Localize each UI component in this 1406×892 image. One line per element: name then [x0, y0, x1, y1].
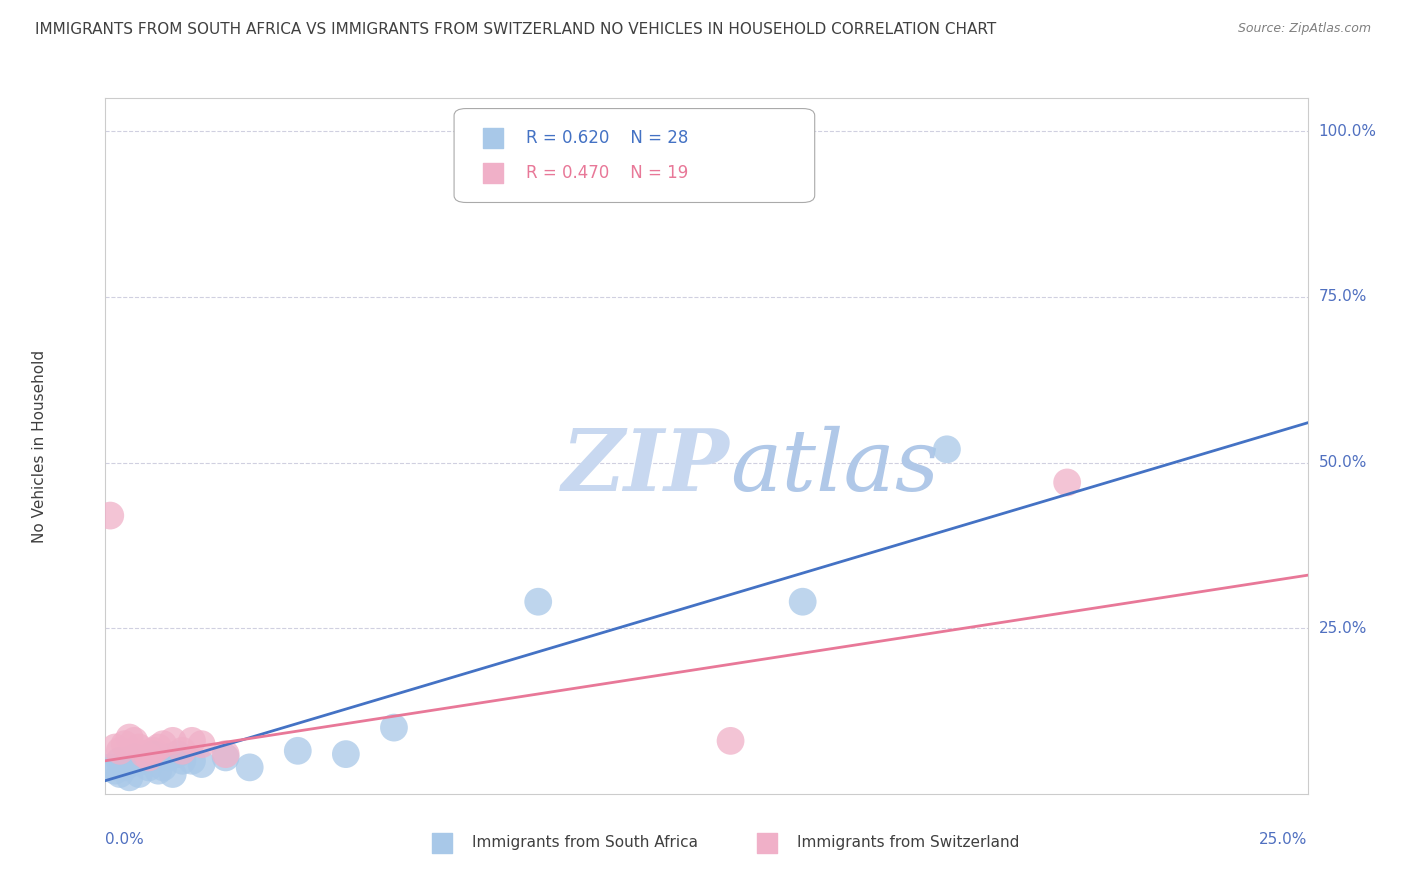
Text: atlas: atlas: [731, 425, 939, 508]
Point: [114, 737, 136, 751]
Point: [181, 734, 204, 748]
Point: [128, 767, 150, 781]
Point: [162, 734, 184, 748]
FancyBboxPatch shape: [454, 109, 814, 202]
Point: [114, 760, 136, 774]
Point: [138, 760, 160, 774]
Point: [166, 747, 188, 761]
Point: [152, 760, 174, 774]
Text: 25.0%: 25.0%: [1319, 621, 1367, 636]
Text: No Vehicles in Household: No Vehicles in Household: [32, 350, 46, 542]
Point: [108, 767, 131, 781]
Point: [792, 595, 814, 609]
Point: [132, 754, 155, 768]
Point: [190, 737, 212, 751]
Text: 50.0%: 50.0%: [1319, 455, 1367, 470]
Point: [104, 764, 127, 778]
Point: [118, 731, 141, 745]
Text: 25.0%: 25.0%: [1260, 832, 1308, 847]
Text: 0.0%: 0.0%: [105, 832, 145, 847]
Text: 75.0%: 75.0%: [1319, 289, 1367, 304]
Text: Immigrants from South Africa: Immigrants from South Africa: [472, 835, 699, 850]
Point: [287, 744, 309, 758]
Point: [172, 754, 194, 768]
Point: [128, 740, 150, 755]
Point: [98, 760, 121, 774]
Point: [181, 754, 204, 768]
Text: IMMIGRANTS FROM SOUTH AFRICA VS IMMIGRANTS FROM SWITZERLAND NO VEHICLES IN HOUSE: IMMIGRANTS FROM SOUTH AFRICA VS IMMIGRAN…: [35, 22, 997, 37]
Point: [108, 754, 131, 768]
Point: [138, 750, 160, 764]
Point: [98, 508, 121, 523]
Text: Immigrants from Switzerland: Immigrants from Switzerland: [797, 835, 1019, 850]
Point: [118, 770, 141, 784]
Point: [172, 744, 194, 758]
Point: [108, 744, 131, 758]
Point: [148, 740, 170, 755]
Point: [152, 737, 174, 751]
Text: R = 0.470    N = 19: R = 0.470 N = 19: [526, 163, 689, 182]
Point: [118, 757, 141, 772]
Point: [156, 750, 179, 764]
Point: [527, 595, 550, 609]
Point: [214, 750, 236, 764]
Point: [214, 747, 236, 761]
Point: [104, 740, 127, 755]
Point: [382, 721, 405, 735]
Point: [1056, 475, 1078, 490]
Point: [142, 744, 165, 758]
Point: [936, 442, 959, 457]
Point: [142, 747, 165, 761]
Text: 100.0%: 100.0%: [1319, 124, 1376, 139]
Text: R = 0.620    N = 28: R = 0.620 N = 28: [526, 128, 689, 147]
Text: Source: ZipAtlas.com: Source: ZipAtlas.com: [1237, 22, 1371, 36]
Point: [162, 767, 184, 781]
Point: [124, 750, 146, 764]
Point: [239, 760, 262, 774]
Point: [720, 734, 742, 748]
Point: [335, 747, 357, 761]
Point: [148, 764, 170, 778]
Point: [124, 734, 146, 748]
Point: [190, 757, 212, 772]
Text: ZIP: ZIP: [562, 425, 730, 508]
Point: [132, 747, 155, 761]
